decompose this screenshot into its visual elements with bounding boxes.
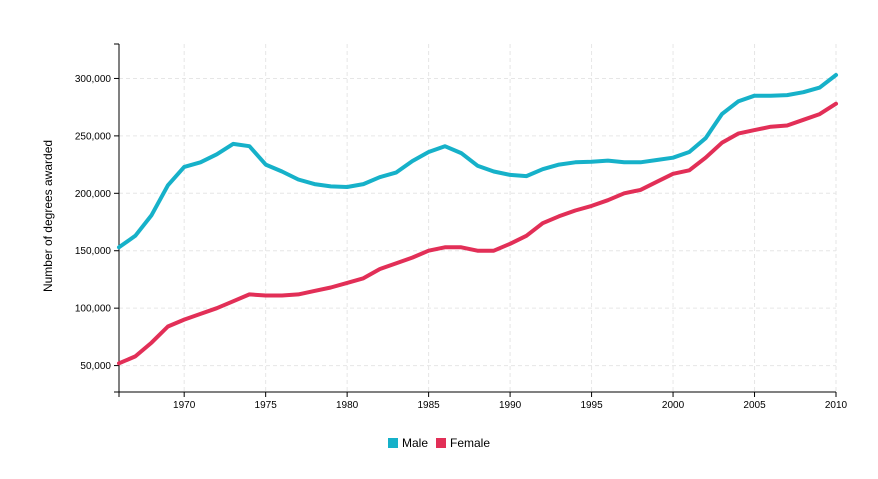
x-tick-label: 1985: [417, 400, 440, 411]
legend: Male Female: [0, 436, 878, 450]
legend-item-male[interactable]: Male: [387, 436, 428, 450]
x-tick-label: 2005: [743, 400, 766, 411]
y-tick-label: 100,000: [75, 304, 112, 315]
y-tick-label: 250,000: [75, 131, 112, 142]
x-tick-label: 1980: [336, 400, 359, 411]
series-line-female: [117, 101, 838, 366]
legend-item-female[interactable]: Female: [436, 436, 490, 450]
x-tick-label: 1995: [580, 400, 603, 411]
axes: [114, 43, 837, 397]
x-tick-label: 2010: [825, 400, 848, 411]
x-tick-label: 1970: [173, 400, 196, 411]
x-tick-label: 1990: [499, 400, 522, 411]
grid-lines: [119, 44, 837, 392]
y-tick-label: 300,000: [75, 74, 112, 85]
legend-swatch-male: [387, 438, 398, 448]
x-tick-label: 2000: [662, 400, 685, 411]
series-line-male: [117, 73, 838, 250]
legend-label-female: Female: [450, 436, 491, 450]
legend-label-male: Male: [401, 436, 428, 450]
tick-labels: 50,000 100,000 150,000 200,000 250,000 300,00…: [75, 74, 848, 411]
y-tick-label: 150,000: [75, 246, 112, 257]
legend-swatch-female: [436, 438, 446, 448]
y-axis-title: Number of degrees awarded: [41, 140, 55, 292]
x-tick-label: 1975: [255, 400, 278, 411]
series-lines: [117, 73, 838, 366]
y-tick-label: 200,000: [75, 189, 112, 200]
y-tick-label: 50,000: [80, 361, 111, 372]
